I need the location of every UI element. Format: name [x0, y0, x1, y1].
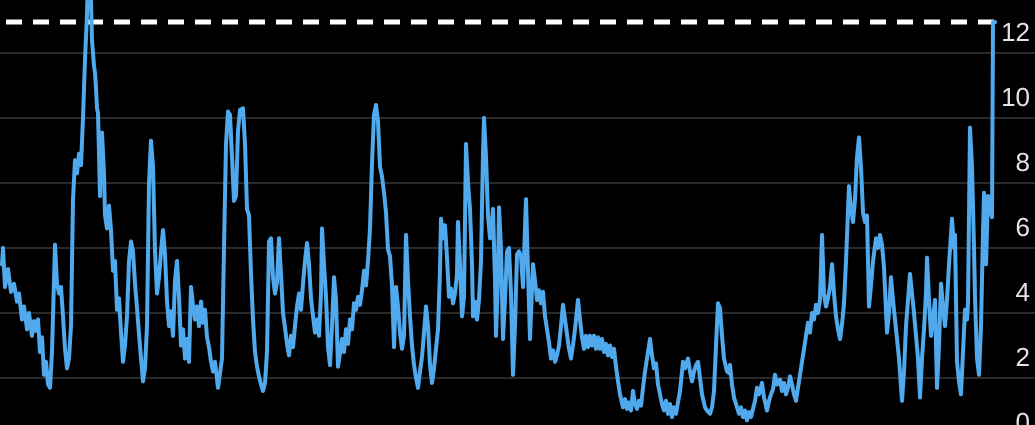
y-axis-label: 2	[1015, 342, 1030, 372]
y-axis-label: 6	[1015, 212, 1030, 242]
y-axis-label: 10	[1001, 82, 1030, 112]
y-axis-label: 8	[1015, 147, 1030, 177]
y-axis-label: 12	[1001, 17, 1030, 47]
y-axis-label: 4	[1015, 277, 1030, 307]
y-axis-label: 0	[1015, 407, 1030, 425]
data-line	[0, 0, 997, 423]
